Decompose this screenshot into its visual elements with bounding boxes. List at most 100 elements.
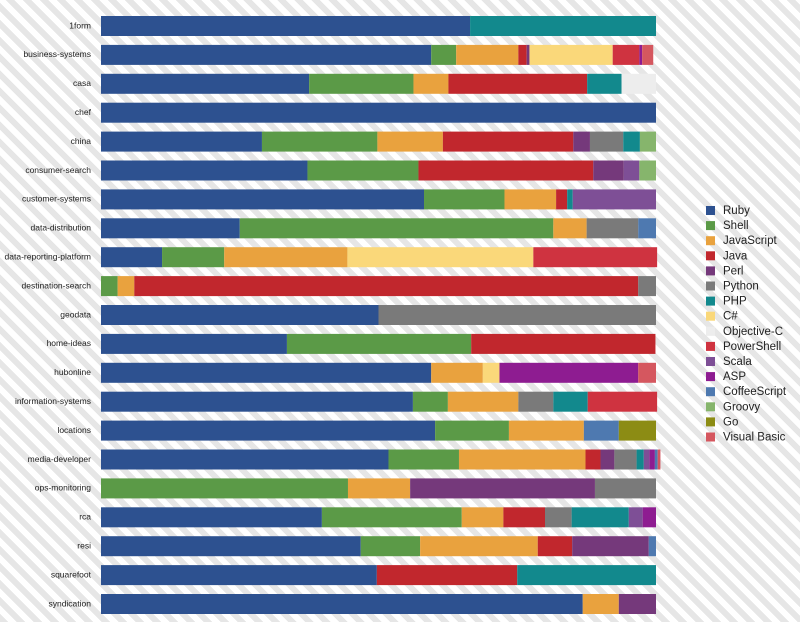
bar-segment[interactable]	[628, 507, 643, 528]
bar-segment[interactable]	[518, 44, 527, 65]
bar-segment[interactable]	[533, 247, 658, 268]
bar-segment[interactable]	[618, 594, 657, 614]
bar-segment[interactable]	[657, 449, 661, 470]
bar-segment[interactable]	[623, 131, 640, 152]
bar-segment[interactable]	[101, 362, 432, 383]
bar-segment[interactable]	[101, 536, 361, 557]
bar-segment[interactable]	[307, 160, 419, 181]
bar-segment[interactable]	[101, 44, 432, 65]
bar-segment[interactable]	[101, 305, 379, 325]
bar-segment[interactable]	[639, 160, 656, 181]
bar-segment[interactable]	[101, 160, 308, 181]
bar-segment[interactable]	[101, 507, 322, 528]
bar-segment[interactable]	[618, 420, 657, 441]
bar-segment[interactable]	[412, 391, 448, 412]
bar-segment[interactable]	[589, 131, 624, 152]
bar-segment[interactable]	[482, 362, 500, 383]
bar-segment[interactable]	[388, 449, 459, 470]
bar-segment[interactable]	[101, 449, 389, 470]
bar-segment[interactable]	[431, 44, 457, 65]
bar-segment[interactable]	[529, 44, 613, 65]
bar-segment[interactable]	[101, 218, 240, 239]
bar-segment[interactable]	[545, 507, 572, 528]
bar-segment[interactable]	[583, 420, 619, 441]
bar-segment[interactable]	[612, 44, 640, 65]
bar-segment[interactable]	[321, 507, 462, 528]
bar-segment[interactable]	[648, 536, 656, 557]
bar-segment[interactable]	[101, 594, 583, 614]
bar-segment[interactable]	[572, 189, 656, 210]
bar-segment[interactable]	[571, 507, 629, 528]
bar-segment[interactable]	[526, 44, 530, 65]
bar-segment[interactable]	[224, 247, 348, 268]
bar-segment[interactable]	[101, 391, 413, 412]
bar-segment[interactable]	[431, 362, 483, 383]
bar-segment[interactable]	[286, 333, 472, 354]
bar-segment[interactable]	[134, 276, 639, 297]
bar-segment[interactable]	[518, 391, 554, 412]
bar-segment[interactable]	[435, 420, 509, 441]
bar-segment[interactable]	[585, 449, 601, 470]
bar-segment[interactable]	[573, 131, 590, 152]
bar-segment[interactable]	[456, 44, 519, 65]
bar-segment[interactable]	[239, 218, 554, 239]
bar-segment[interactable]	[309, 73, 414, 94]
bar-segment[interactable]	[649, 449, 655, 470]
bar-segment[interactable]	[642, 44, 654, 65]
bar-segment[interactable]	[587, 73, 622, 94]
bar-segment[interactable]	[537, 536, 573, 557]
bar-segment[interactable]	[503, 507, 546, 528]
bar-segment[interactable]	[517, 565, 656, 586]
bar-segment[interactable]	[553, 218, 587, 239]
bar-segment[interactable]	[101, 333, 287, 354]
bar-segment[interactable]	[117, 276, 135, 297]
bar-segment[interactable]	[572, 536, 649, 557]
bar-segment[interactable]	[101, 102, 656, 123]
bar-segment[interactable]	[448, 73, 588, 94]
bar-segment[interactable]	[654, 449, 658, 470]
bar-segment[interactable]	[586, 218, 639, 239]
bar-segment[interactable]	[621, 73, 656, 94]
bar-segment[interactable]	[378, 305, 657, 325]
bar-segment[interactable]	[567, 189, 573, 210]
bar-segment[interactable]	[261, 131, 378, 152]
bar-segment[interactable]	[360, 536, 421, 557]
bar-segment[interactable]	[639, 44, 643, 65]
bar-segment[interactable]	[413, 73, 449, 94]
bar-segment[interactable]	[458, 449, 586, 470]
bar-segment[interactable]	[638, 362, 656, 383]
bar-segment[interactable]	[424, 189, 505, 210]
bar-segment[interactable]	[638, 218, 656, 239]
bar-segment[interactable]	[347, 478, 411, 499]
bar-segment[interactable]	[508, 420, 584, 441]
bar-segment[interactable]	[377, 131, 443, 152]
bar-segment[interactable]	[499, 362, 639, 383]
bar-segment[interactable]	[593, 160, 624, 181]
bar-segment[interactable]	[582, 594, 619, 614]
bar-segment[interactable]	[614, 449, 637, 470]
bar-segment[interactable]	[101, 565, 377, 586]
bar-segment[interactable]	[623, 160, 640, 181]
bar-segment[interactable]	[410, 478, 595, 499]
bar-segment[interactable]	[638, 276, 656, 297]
bar-segment[interactable]	[162, 247, 225, 268]
bar-segment[interactable]	[471, 333, 656, 354]
bar-segment[interactable]	[101, 189, 425, 210]
bar-segment[interactable]	[594, 478, 656, 499]
bar-segment[interactable]	[636, 449, 644, 470]
bar-segment[interactable]	[504, 189, 557, 210]
bar-segment[interactable]	[101, 247, 163, 268]
bar-segment[interactable]	[347, 247, 534, 268]
bar-segment[interactable]	[643, 449, 650, 470]
bar-segment[interactable]	[461, 507, 504, 528]
bar-segment[interactable]	[587, 391, 658, 412]
bar-segment[interactable]	[101, 420, 436, 441]
bar-segment[interactable]	[418, 160, 594, 181]
bar-segment[interactable]	[376, 565, 518, 586]
bar-segment[interactable]	[447, 391, 519, 412]
bar-segment[interactable]	[600, 449, 615, 470]
bar-segment[interactable]	[642, 507, 656, 528]
bar-segment[interactable]	[556, 189, 568, 210]
bar-segment[interactable]	[420, 536, 538, 557]
bar-segment[interactable]	[101, 16, 471, 36]
